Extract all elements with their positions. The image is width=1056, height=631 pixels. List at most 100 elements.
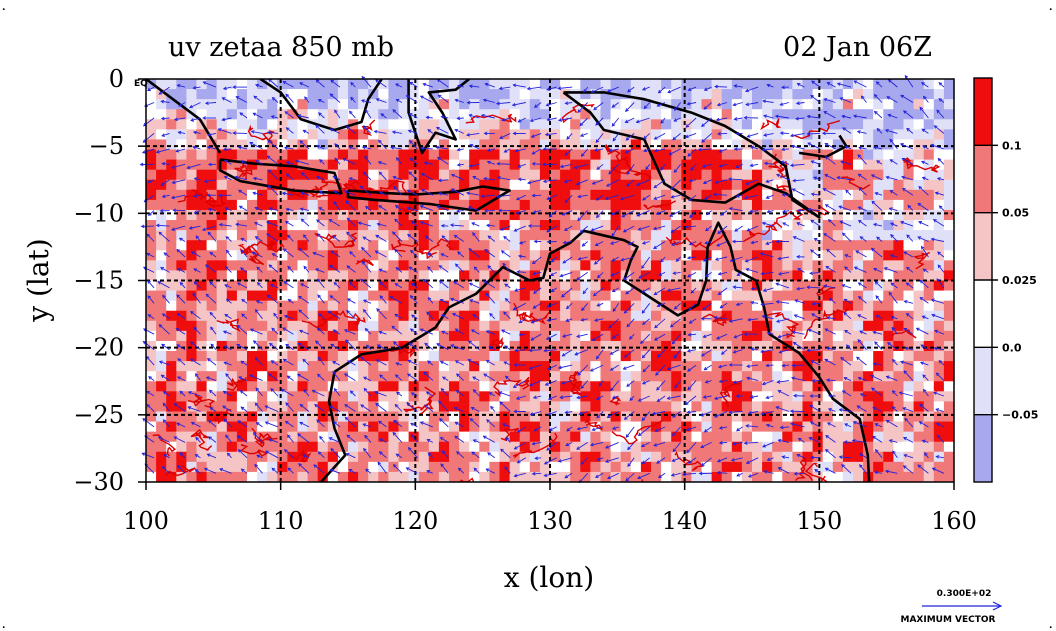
- field-cell: [630, 189, 642, 201]
- field-cell: [337, 330, 349, 342]
- field-cell: [469, 99, 480, 110]
- field-cell: [438, 451, 450, 463]
- field-cell: [337, 209, 349, 221]
- field-cell: [782, 441, 793, 453]
- field-cell: [358, 391, 369, 402]
- field-cell: [640, 99, 652, 110]
- field-cell: [620, 189, 632, 201]
- field-cell: [348, 401, 359, 413]
- field-cell: [509, 290, 521, 302]
- field-cell: [489, 310, 501, 322]
- field-cell: [822, 441, 834, 453]
- wind-vector: [591, 179, 604, 185]
- field-cell: [822, 290, 834, 302]
- wind-vector: [333, 387, 341, 397]
- wind-vector: [735, 394, 743, 398]
- wind-vector: [858, 187, 867, 196]
- wind-vector: [891, 326, 898, 335]
- wind-vector: [792, 178, 805, 183]
- contour-line: [165, 464, 196, 477]
- field-cell: [863, 99, 874, 110]
- field-cell: [499, 220, 511, 231]
- field-cell: [479, 330, 490, 342]
- wind-vector: [932, 219, 945, 227]
- field-cell: [630, 361, 642, 372]
- wind-vector: [876, 160, 883, 165]
- wind-vector: [238, 205, 248, 211]
- wind-vector: [223, 418, 232, 428]
- field-cell: [792, 351, 804, 362]
- field-cell: [873, 361, 884, 372]
- field-cell: [479, 99, 490, 110]
- wind-vector: [593, 102, 604, 111]
- field-cell: [883, 421, 894, 433]
- field-cell: [327, 330, 339, 342]
- field-cell: [438, 230, 450, 241]
- field-cell: [792, 240, 804, 251]
- field-cell: [469, 79, 480, 90]
- field-cell: [449, 320, 460, 332]
- field-cell: [620, 89, 632, 100]
- field-cell: [640, 310, 652, 322]
- field-cell: [156, 411, 167, 423]
- vorticity-contours: [152, 103, 941, 482]
- wind-vector: [566, 133, 573, 140]
- field-cell: [610, 260, 622, 272]
- wind-vector: [884, 128, 898, 134]
- field-cell: [681, 129, 692, 141]
- field-cell: [752, 230, 763, 241]
- field-cell: [812, 89, 824, 100]
- wind-vector: [486, 419, 496, 428]
- field-cell: [337, 471, 349, 482]
- field-cell: [459, 310, 470, 322]
- corner-mark: .: [1049, 621, 1052, 631]
- wind-vector: [841, 464, 852, 474]
- wind-vector: [761, 380, 774, 386]
- field-cell: [832, 139, 844, 151]
- field-cell: [590, 351, 602, 362]
- wind-vector: [393, 419, 403, 428]
- field-cell: [509, 330, 521, 342]
- wind-vector: [843, 440, 852, 444]
- field-cell: [226, 119, 238, 130]
- field-cell: [247, 471, 258, 482]
- field-cell: [146, 270, 157, 282]
- wind-vector: [420, 146, 433, 151]
- field-cell: [651, 79, 662, 90]
- field-cell: [620, 119, 632, 130]
- field-cell: [600, 199, 612, 211]
- field-cell: [489, 280, 501, 292]
- field-cell: [661, 300, 672, 312]
- field-cell: [661, 431, 672, 443]
- field-cell: [166, 220, 177, 231]
- wind-vector: [532, 210, 542, 214]
- field-cell: [842, 179, 854, 191]
- wind-vector: [161, 161, 170, 166]
- field-cell: [408, 381, 420, 392]
- wind-vector: [875, 449, 883, 459]
- field-cell: [731, 89, 743, 100]
- field-cell: [408, 250, 420, 261]
- wind-vector: [438, 400, 449, 412]
- field-cell: [449, 250, 460, 261]
- wind-vector: [393, 185, 403, 196]
- field-cell: [236, 351, 248, 362]
- wind-vector: [565, 302, 573, 310]
- wind-vector: [921, 439, 929, 444]
- field-cell: [923, 361, 935, 372]
- field-cell: [327, 340, 339, 352]
- field-cell: [661, 351, 672, 362]
- field-cell: [580, 209, 591, 221]
- wind-vector: [457, 84, 464, 88]
- wind-vector: [889, 138, 898, 150]
- wind-vector: [299, 140, 310, 150]
- wind-vector: [237, 420, 248, 428]
- field-cell: [691, 471, 703, 482]
- field-cell: [267, 189, 278, 201]
- wind-vector: [638, 272, 650, 279]
- field-cell: [792, 119, 804, 130]
- field-cell: [368, 240, 379, 251]
- field-cell: [368, 270, 379, 282]
- wind-vector: [641, 318, 650, 325]
- field-cell: [701, 169, 713, 181]
